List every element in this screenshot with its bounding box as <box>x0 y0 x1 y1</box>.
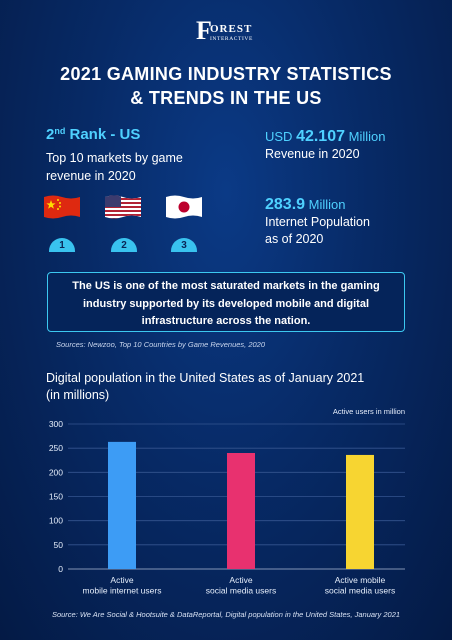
internet-desc2: as of 2020 <box>265 232 324 246</box>
rank-suffix: nd <box>54 126 66 136</box>
internet-stat: 283.9 Million Internet Population as of … <box>265 196 370 248</box>
logo-sub: INTERACTIVE <box>210 36 253 42</box>
x-tick-label: Active <box>110 575 133 585</box>
bar-2 <box>227 453 255 569</box>
rank-badge-2: 2 <box>111 238 137 252</box>
rank-number: 2 <box>46 126 55 143</box>
chart-legend: Active users in million <box>333 407 405 416</box>
x-tick-label: social media users <box>206 586 276 596</box>
page-title-line2: & TRENDS IN THE US <box>130 88 322 108</box>
japan-flag-icon <box>166 195 202 219</box>
y-tick-label: 150 <box>49 492 63 502</box>
logo-word: OREST <box>210 23 253 35</box>
rank-badge-3: 3 <box>171 238 197 252</box>
revenue-value: 42.107 <box>296 128 345 145</box>
internet-unit: Million <box>305 197 346 212</box>
forest-interactive-logo: F OREST INTERACTIVE <box>196 18 258 46</box>
logo-initial: F <box>196 16 212 45</box>
bar-3 <box>346 454 374 569</box>
y-tick-label: 50 <box>54 540 64 550</box>
revenue-prefix: USD <box>265 129 297 144</box>
revenue-desc: Revenue in 2020 <box>265 147 360 161</box>
internet-desc1: Internet Population <box>265 215 370 229</box>
y-tick-label: 0 <box>58 564 63 574</box>
x-tick-label: mobile internet users <box>83 586 162 596</box>
x-tick-label: social media users <box>325 586 395 596</box>
revenue-stat: USD 42.107 Million Revenue in 2020 <box>265 128 385 163</box>
y-tick-label: 200 <box>49 467 63 477</box>
x-tick-label: Active <box>229 575 252 585</box>
internet-value: 283.9 <box>265 196 306 213</box>
rank-text: Rank - US <box>65 126 141 143</box>
usa-flag-icon <box>105 195 141 219</box>
x-tick-label: Active mobile <box>335 575 386 585</box>
bar-chart: Active users in million 0 50 100 150 200 250 30… <box>49 407 405 596</box>
chart-title: Digital population in the United States … <box>46 370 364 404</box>
revenue-unit: Million <box>345 129 386 144</box>
sources-note: Sources: Newzoo, Top 10 Countries by Gam… <box>56 340 266 349</box>
callout-line3: infrastructure across the nation. <box>141 315 311 327</box>
callout-box: The US is one of the most saturated mark… <box>47 272 405 332</box>
callout-line2: industry supported by its developed mobi… <box>82 297 370 310</box>
page-title: 2021 GAMING INDUSTRY STATISTICS & TRENDS… <box>0 62 452 110</box>
rank-badge-1: 1 <box>49 238 75 252</box>
callout-line1: The US is one of the most saturated mark… <box>72 280 380 292</box>
chart-title-line1: Digital population in the United States … <box>46 371 365 385</box>
china-flag-icon <box>44 195 80 219</box>
page-title-line1: 2021 GAMING INDUSTRY STATISTICS <box>60 64 392 84</box>
rank-description: Top 10 markets by game revenue in 2020 <box>46 151 183 183</box>
y-tick-label: 250 <box>49 443 63 453</box>
footer-source: Source: We Are Social & Hootsuite & Data… <box>51 610 401 619</box>
y-tick-label: 300 <box>49 419 63 429</box>
rank-heading: 2nd Rank - US <box>46 126 140 143</box>
bar-1 <box>108 441 136 569</box>
y-tick-label: 100 <box>49 516 63 526</box>
chart-title-line2: (in millions) <box>46 388 110 402</box>
